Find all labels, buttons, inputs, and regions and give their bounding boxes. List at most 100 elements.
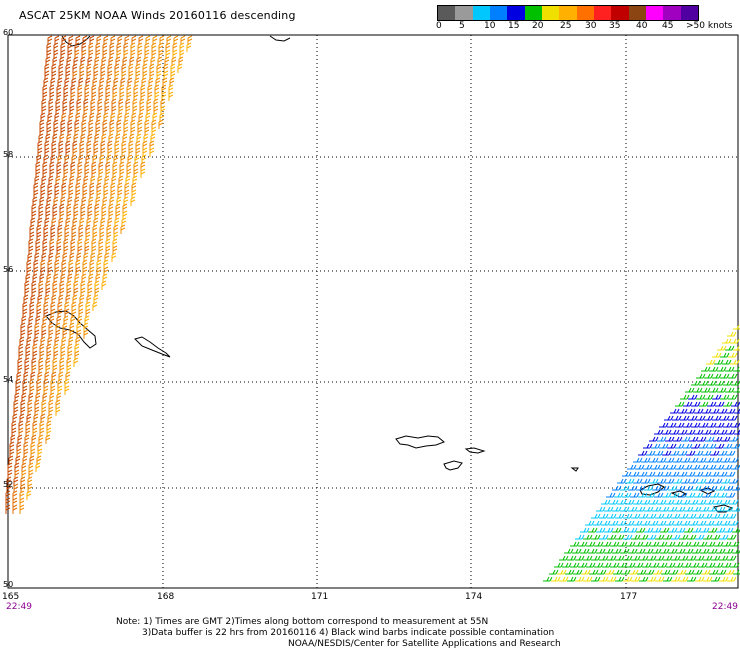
wind-barb	[32, 343, 38, 353]
wind-barb	[68, 112, 74, 122]
wind-barb	[104, 105, 110, 115]
wind-barb	[128, 147, 134, 157]
wind-barb	[49, 315, 55, 325]
coastline	[570, 467, 579, 472]
wind-barb	[575, 576, 585, 582]
wind-barb	[11, 420, 17, 430]
wind-barb	[37, 147, 43, 157]
wind-barb	[15, 455, 21, 465]
wind-barb	[675, 422, 685, 428]
wind-barb	[53, 42, 59, 52]
wind-barb	[44, 371, 50, 381]
colorbar-swatch	[611, 6, 629, 20]
wind-barb	[702, 429, 712, 435]
wind-barb	[654, 492, 664, 498]
wind-barb	[71, 301, 77, 311]
wind-barb	[622, 492, 632, 498]
wind-barb	[708, 527, 718, 533]
wind-barb	[131, 189, 137, 199]
wind-barb	[53, 273, 59, 283]
wind-barb	[728, 373, 738, 379]
wind-barb	[701, 569, 711, 575]
wind-barb	[623, 534, 633, 540]
wind-barb	[127, 154, 133, 164]
wind-barb	[72, 147, 78, 157]
wind-barb	[150, 56, 156, 66]
wind-barb	[699, 422, 709, 428]
wind-barb	[51, 63, 57, 73]
wind-barb	[647, 513, 657, 519]
wind-barb	[628, 485, 638, 491]
wind-barb	[41, 98, 47, 108]
wind-barb	[28, 469, 34, 479]
wind-barb	[135, 147, 141, 157]
wind-barb	[170, 70, 176, 80]
wind-barb	[23, 371, 29, 381]
wind-barb	[66, 210, 72, 220]
wind-barb	[691, 380, 701, 386]
map-frame	[7, 34, 739, 589]
wind-barb	[713, 457, 723, 463]
wind-barb	[21, 462, 27, 472]
wind-barb	[725, 387, 735, 393]
wind-barb	[95, 196, 101, 206]
wind-barb	[47, 413, 53, 423]
wind-barb	[591, 534, 601, 540]
wind-barb	[628, 548, 638, 554]
coastline	[698, 487, 716, 495]
wind-barb	[684, 506, 694, 512]
wind-barb	[607, 576, 617, 582]
wind-barb	[37, 140, 43, 150]
wind-barb	[88, 196, 94, 206]
wind-barb	[111, 98, 117, 108]
wind-barb	[671, 534, 681, 540]
wind-barb	[647, 576, 657, 582]
wind-barb	[639, 576, 649, 582]
wind-barb	[59, 287, 65, 297]
wind-barb	[642, 541, 652, 547]
wind-barb	[659, 464, 669, 470]
colorbar-swatch	[455, 6, 473, 20]
wind-barb	[623, 555, 633, 561]
wind-barb	[723, 401, 733, 407]
wind-barb	[599, 555, 609, 561]
wind-barb	[164, 56, 170, 66]
wind-barb	[705, 457, 715, 463]
wind-barb	[155, 77, 161, 87]
wind-barb	[113, 154, 119, 164]
wind-barb	[704, 415, 714, 421]
wind-barb	[105, 161, 111, 171]
wind-barb	[647, 555, 657, 561]
wind-barb	[126, 84, 132, 94]
wind-barb	[100, 217, 106, 227]
wind-barb	[137, 126, 143, 136]
wind-barb	[712, 415, 722, 421]
wind-barb	[650, 541, 660, 547]
wind-barb	[631, 513, 641, 519]
wind-barb	[731, 401, 740, 407]
wind-barb	[171, 56, 177, 66]
wind-barb	[39, 273, 45, 283]
wind-barb	[710, 492, 720, 498]
wind-barb	[62, 322, 68, 332]
wind-barb	[179, 49, 185, 59]
wind-barb	[543, 576, 553, 582]
wind-barb	[160, 98, 166, 108]
wind-barb	[72, 140, 78, 150]
wind-barb	[108, 203, 114, 213]
wind-barb	[554, 562, 564, 568]
wind-barb	[96, 112, 102, 122]
wind-barb	[5, 490, 11, 500]
wind-barb	[74, 42, 80, 52]
wind-barb	[149, 147, 155, 157]
wind-barb	[20, 476, 26, 486]
wind-barb	[124, 35, 130, 45]
wind-barb	[41, 252, 47, 262]
wind-barb	[80, 287, 86, 297]
wind-barb	[599, 576, 609, 582]
wind-barb	[73, 357, 79, 367]
wind-barb	[40, 189, 46, 199]
coastline	[269, 35, 291, 42]
wind-barb	[23, 294, 29, 304]
